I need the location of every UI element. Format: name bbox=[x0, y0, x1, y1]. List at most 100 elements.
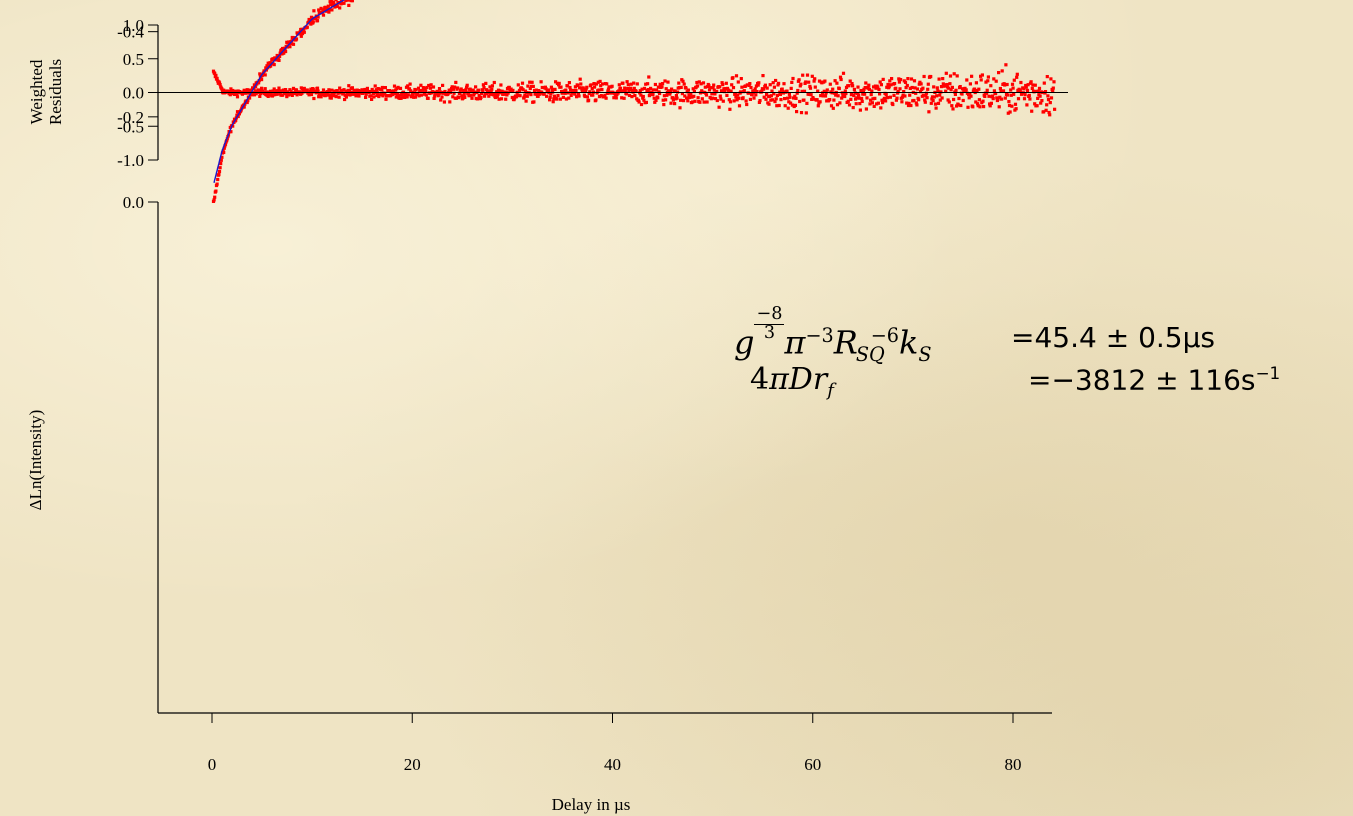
residual-data-point bbox=[947, 86, 951, 90]
residual-data-point bbox=[790, 80, 794, 84]
residual-data-point bbox=[852, 93, 856, 98]
residual-data-point bbox=[750, 93, 754, 97]
residual-data-point bbox=[804, 111, 808, 115]
residual-data-point bbox=[594, 82, 599, 86]
residual-data-point bbox=[988, 104, 992, 108]
residual-data-point bbox=[509, 87, 513, 91]
residual-data-point bbox=[383, 92, 387, 96]
residual-data-point bbox=[810, 97, 814, 101]
residual-data-point bbox=[852, 87, 856, 91]
residual-data-point bbox=[860, 96, 864, 101]
residual-data-point bbox=[654, 98, 658, 102]
residual-data-point bbox=[311, 87, 315, 91]
residual-data-point bbox=[817, 79, 822, 83]
residual-data-point bbox=[675, 96, 679, 100]
residual-data-point bbox=[971, 89, 975, 93]
residual-data-point bbox=[477, 93, 481, 97]
residual-data-point bbox=[930, 95, 935, 99]
residual-data-point bbox=[374, 88, 378, 92]
residual-data-point bbox=[1034, 89, 1039, 93]
residual-y-tick-label: 1.0 bbox=[123, 16, 144, 35]
residual-data-point bbox=[1010, 82, 1015, 86]
residual-data-point bbox=[487, 94, 491, 98]
residual-data-point bbox=[728, 100, 733, 104]
residual-data-point bbox=[644, 100, 648, 104]
residual-data-point bbox=[614, 96, 618, 100]
residual-data-point bbox=[338, 86, 342, 90]
residual-data-point bbox=[653, 82, 657, 87]
residual-data-point bbox=[647, 75, 651, 79]
residual-data-point bbox=[938, 93, 942, 97]
residual-data-point bbox=[492, 80, 496, 85]
residual-data-point bbox=[617, 89, 621, 93]
residual-data-point bbox=[497, 97, 501, 101]
residual-data-point bbox=[692, 89, 696, 94]
residual-data-point bbox=[872, 104, 876, 108]
residual-data-point bbox=[564, 88, 568, 92]
residual-data-point bbox=[517, 88, 522, 92]
residual-data-point bbox=[992, 77, 996, 81]
residual-data-point bbox=[756, 83, 760, 87]
residual-data-point bbox=[656, 85, 660, 89]
residual-data-point bbox=[462, 88, 466, 93]
residual-data-point bbox=[954, 88, 958, 92]
residual-data-point bbox=[815, 98, 819, 102]
residual-data-point bbox=[983, 94, 987, 98]
residual-data-point bbox=[235, 92, 239, 96]
residual-data-point bbox=[873, 84, 877, 88]
residual-data-point bbox=[847, 84, 851, 88]
decay-data-point bbox=[272, 63, 276, 67]
residual-data-point bbox=[702, 100, 706, 104]
residual-data-point bbox=[523, 93, 527, 97]
residual-data-point bbox=[937, 77, 941, 81]
residual-data-point bbox=[867, 83, 871, 87]
residual-data-point bbox=[369, 94, 373, 98]
residual-data-point bbox=[793, 94, 797, 98]
decay-data-point bbox=[335, 4, 339, 8]
residual-data-point bbox=[398, 86, 403, 90]
residual-data-point bbox=[887, 85, 891, 89]
residual-data-point bbox=[549, 85, 553, 89]
residual-data-point bbox=[309, 92, 314, 97]
residual-data-point bbox=[1024, 83, 1028, 88]
residual-data-point bbox=[526, 84, 530, 88]
residual-data-point bbox=[284, 88, 288, 92]
residual-data-point bbox=[918, 80, 922, 84]
residual-data-point bbox=[786, 96, 790, 100]
residual-data-point bbox=[987, 94, 991, 98]
residual-data-point bbox=[606, 87, 611, 91]
residual-data-point bbox=[477, 88, 481, 92]
residual-data-point bbox=[495, 95, 499, 99]
residual-data-point bbox=[588, 90, 592, 94]
residual-data-point bbox=[841, 71, 846, 75]
residual-data-point bbox=[802, 98, 806, 102]
residual-data-point bbox=[467, 94, 471, 98]
equation-ks-value: =45.4 ± 0.5µs bbox=[1011, 321, 1215, 354]
residual-data-point bbox=[921, 86, 925, 90]
residual-data-point bbox=[915, 87, 920, 91]
residual-data-point bbox=[1033, 83, 1037, 87]
decay-data-point bbox=[259, 76, 263, 80]
residual-data-point bbox=[343, 93, 347, 97]
residual-data-point bbox=[545, 94, 549, 98]
residual-data-point bbox=[805, 101, 809, 105]
residual-data-point bbox=[429, 83, 433, 87]
residual-data-point bbox=[908, 86, 912, 90]
residual-data-point bbox=[397, 93, 401, 97]
residual-data-point bbox=[427, 83, 431, 88]
residual-data-point bbox=[529, 84, 534, 88]
residual-data-point bbox=[507, 85, 511, 89]
residual-data-point bbox=[623, 89, 627, 93]
decay-y-tick-label: 0.0 bbox=[123, 193, 144, 212]
residual-data-point bbox=[998, 86, 1002, 91]
residual-data-point bbox=[769, 94, 773, 98]
residual-data-point bbox=[544, 87, 548, 91]
residual-data-point bbox=[798, 99, 802, 104]
residual-data-point bbox=[626, 83, 630, 87]
residual-data-point bbox=[800, 89, 804, 93]
residual-data-point bbox=[753, 87, 757, 91]
residual-data-point bbox=[232, 92, 237, 96]
residual-data-point bbox=[1018, 89, 1022, 93]
residual-data-point bbox=[213, 71, 217, 75]
residual-data-point bbox=[684, 86, 688, 90]
